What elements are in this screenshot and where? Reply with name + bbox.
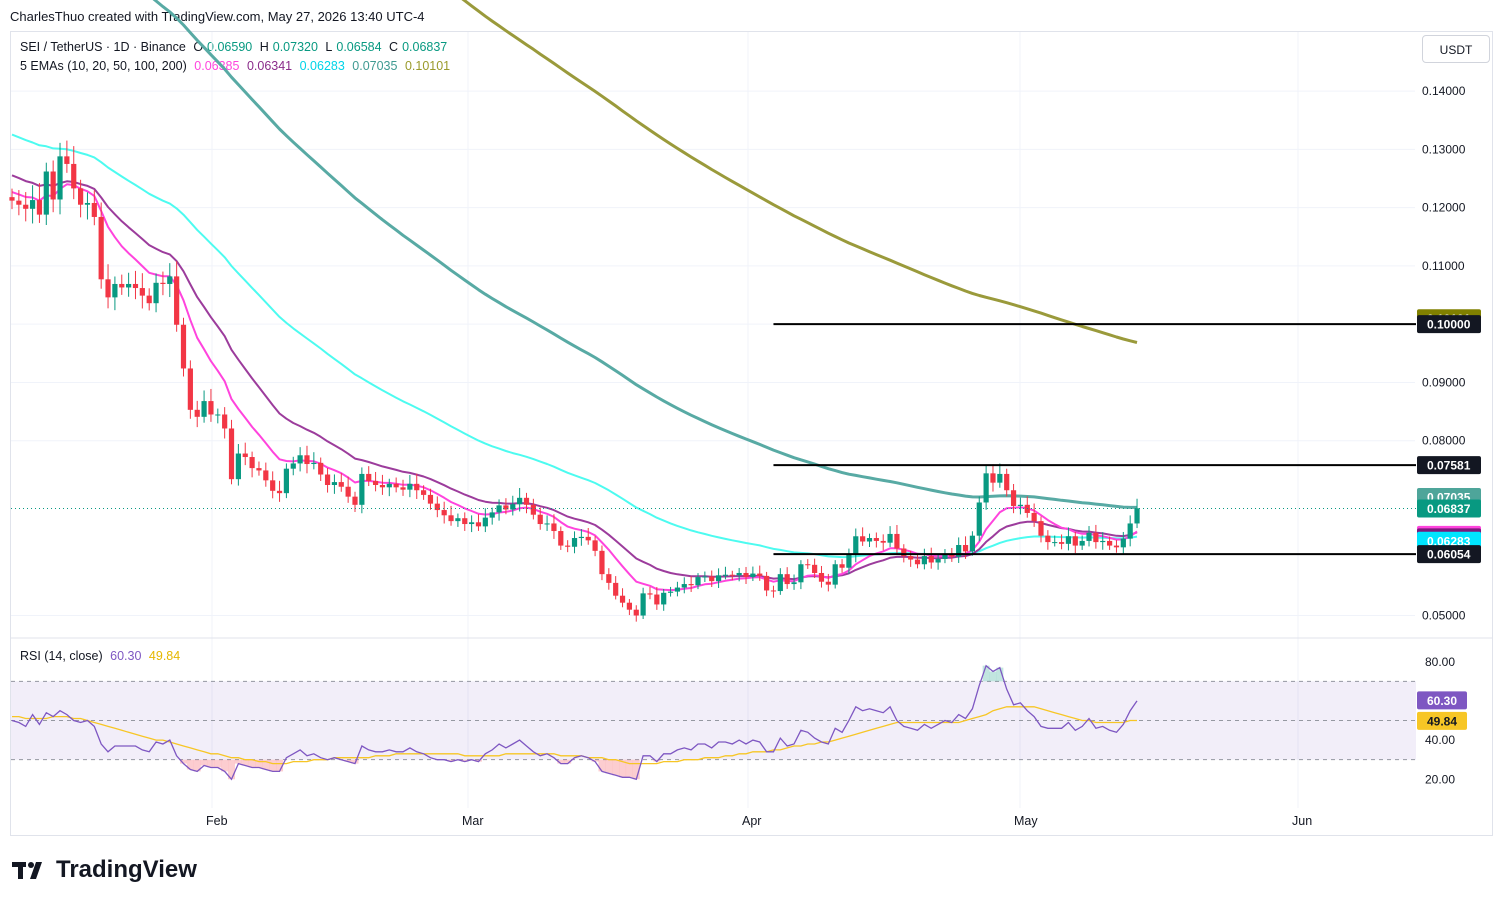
rsi-ma-value: 49.84 bbox=[148, 649, 181, 663]
attribution: CharlesThuo created with TradingView.com… bbox=[10, 9, 425, 24]
symbol-legend: SEI / TetherUS · 1D · Binance O 0.06590 H… bbox=[20, 40, 455, 54]
tradingview-logo-icon bbox=[12, 859, 48, 881]
ema50-value: 0.06283 bbox=[299, 59, 345, 73]
logo-text: TradingView bbox=[56, 856, 197, 883]
rsi-title[interactable]: RSI (14, close) bbox=[20, 649, 103, 663]
ema200-value: 0.10101 bbox=[404, 59, 451, 73]
tradingview-logo[interactable]: TradingView bbox=[12, 856, 197, 884]
ema10-value: 0.06385 bbox=[194, 59, 240, 73]
ema-legend: 5 EMAs (10, 20, 50, 100, 200) 0.06385 0.… bbox=[20, 59, 454, 73]
currency-button[interactable]: USDT bbox=[1422, 35, 1490, 63]
ema-title[interactable]: 5 EMAs (10, 20, 50, 100, 200) bbox=[20, 59, 187, 73]
ema20-value: 0.06341 bbox=[246, 59, 293, 73]
rsi-value: 60.30 bbox=[110, 649, 142, 663]
rsi-legend: RSI (14, close) 60.30 49.84 bbox=[20, 649, 184, 663]
symbol-title[interactable]: SEI / TetherUS · 1D · Binance bbox=[20, 40, 186, 54]
chart-frame bbox=[10, 31, 1493, 836]
ohlc-values: O 0.06590 H 0.07320 L 0.06584 C 0.06837 bbox=[193, 40, 448, 54]
ema100-value: 0.07035 bbox=[352, 59, 398, 73]
